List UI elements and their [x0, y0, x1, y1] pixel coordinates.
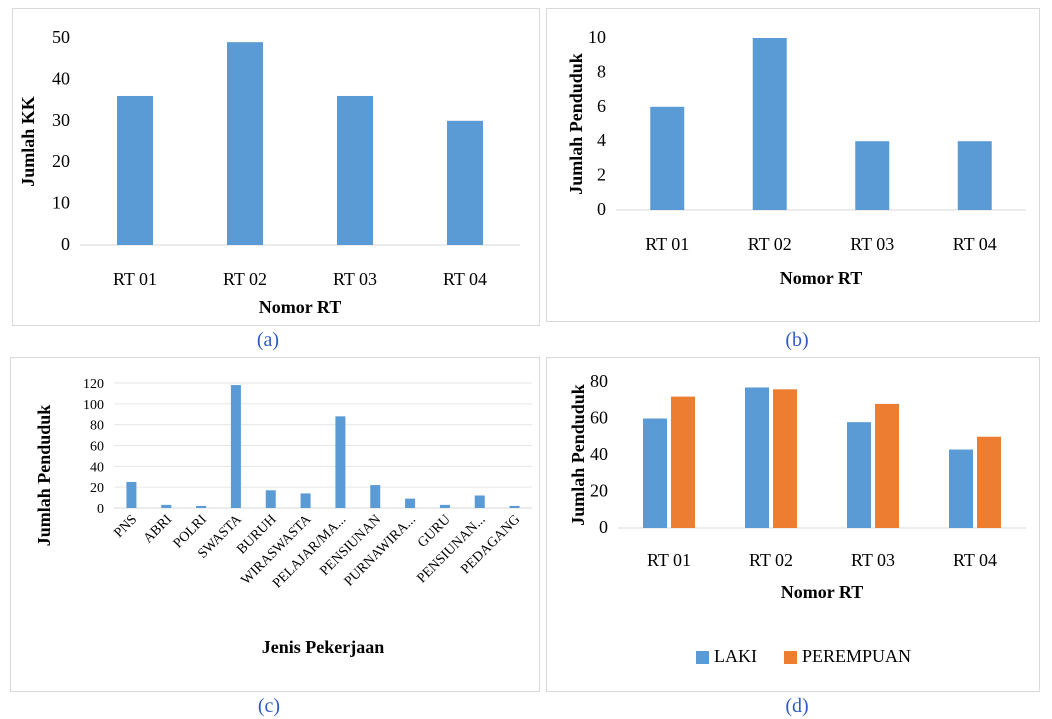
y-tick-label: 10 — [588, 27, 606, 47]
y-tick-label: 40 — [52, 68, 70, 88]
y-tick-label: 100 — [83, 398, 104, 413]
caption-a: (a) — [256, 329, 280, 351]
y-tick-label: 0 — [61, 234, 70, 254]
chart-b-frame — [546, 8, 1040, 322]
y-axis-title: Jumlah Penduduk — [568, 384, 588, 526]
y-tick-label: 4 — [597, 130, 606, 150]
y-tick-label: 10 — [52, 193, 70, 213]
bar-laki-1 — [643, 418, 667, 528]
x-tick-label: RT 04 — [953, 234, 997, 254]
y-tick-label: 2 — [597, 165, 606, 185]
bar-6 — [300, 493, 311, 508]
x-tick-label: RT 02 — [223, 269, 267, 289]
caption-b: (b) — [785, 329, 809, 351]
bar-laki-3 — [847, 422, 871, 528]
bar-perempuan-2 — [773, 389, 797, 528]
bar-2 — [227, 42, 263, 245]
bar-1 — [650, 106, 685, 210]
x-tick-label: RT 02 — [748, 234, 792, 254]
chart-a: 0 10 20 30 40 50 RT 01 RT 02 RT 03 RT 04 Nomor RT J… — [12, 8, 540, 326]
y-tick-label: 40 — [90, 460, 104, 475]
x-tick-label: RT 03 — [850, 234, 894, 254]
bar-perempuan-1 — [671, 396, 695, 528]
x-tick-label: RT 01 — [647, 550, 691, 570]
y-axis-title: Jumlah Penduduk — [34, 405, 54, 547]
y-tick-label: 20 — [52, 151, 70, 171]
bar-7 — [335, 416, 346, 508]
y-tick-label: 0 — [597, 199, 606, 219]
y-tick-label: 120 — [83, 377, 104, 392]
bar-laki-2 — [745, 387, 769, 528]
x-axis-title: Nomor RT — [781, 582, 864, 602]
caption-d: (d) — [785, 695, 809, 717]
y-tick-label: 0 — [97, 502, 104, 517]
chart-d: 0 20 40 60 80 RT 01 RT 02 RT 03 RT 04 Nomor RT Jum… — [546, 357, 1040, 692]
x-axis-title: Jenis Pekerjaan — [262, 637, 384, 657]
caption-c: (c) — [257, 695, 281, 717]
y-tick-label: 0 — [599, 517, 608, 537]
y-tick-label: 20 — [90, 481, 104, 496]
x-tick-label: RT 01 — [645, 234, 689, 254]
bar-3 — [855, 141, 890, 210]
y-tick-label: 80 — [590, 371, 608, 391]
y-tick-label: 30 — [52, 110, 70, 130]
x-tick-label: RT 02 — [749, 550, 793, 570]
legend-label-perempuan: PEREMPUAN — [802, 646, 911, 666]
x-tick-label: RT 03 — [851, 550, 895, 570]
legend-swatch-laki — [696, 651, 709, 664]
y-tick-label: 20 — [590, 481, 608, 501]
y-axis-title: Jumlah Penduduk — [566, 53, 586, 195]
legend-label-laki: LAKI — [714, 646, 757, 666]
bar-2 — [752, 38, 787, 210]
bar-9 — [405, 498, 416, 508]
x-tick-label: RT 04 — [953, 550, 997, 570]
bar-1 — [117, 95, 153, 246]
bar-perempuan-3 — [875, 403, 899, 528]
legend-swatch-perempuan — [784, 651, 797, 664]
x-tick-label: RT 04 — [443, 269, 487, 289]
bar-8 — [370, 485, 381, 508]
bar-3 — [337, 95, 373, 246]
bar-3 — [196, 505, 207, 508]
bar-4 — [957, 141, 992, 210]
bar-10 — [439, 504, 450, 508]
bar-11 — [474, 495, 485, 508]
bar-4 — [447, 120, 483, 245]
x-tick-label: RT 03 — [333, 269, 377, 289]
y-tick-label: 8 — [597, 61, 606, 81]
bar-perempuan-4 — [977, 436, 1001, 528]
bar-4 — [230, 385, 241, 508]
x-tick-label: RT 01 — [113, 269, 157, 289]
bar-12 — [509, 505, 520, 508]
bar-1 — [126, 481, 137, 508]
y-axis-title: Jumlah KK — [18, 96, 38, 187]
y-tick-label: 80 — [90, 419, 104, 434]
y-tick-label: 60 — [590, 408, 608, 428]
y-tick-label: 50 — [52, 27, 70, 47]
x-axis-title: Nomor RT — [780, 268, 863, 288]
bar-laki-4 — [949, 449, 973, 528]
chart-c-frame — [10, 357, 540, 692]
bar-2 — [161, 504, 172, 508]
x-axis-title: Nomor RT — [259, 297, 342, 317]
chart-b: 0 2 4 6 8 10 RT 01 RT 02 RT 03 RT 04 Nomor RT Jumla… — [546, 8, 1040, 322]
y-tick-label: 40 — [590, 444, 608, 464]
y-tick-label: 6 — [597, 96, 606, 116]
bar-5 — [265, 490, 276, 508]
y-tick-label: 60 — [90, 440, 104, 455]
